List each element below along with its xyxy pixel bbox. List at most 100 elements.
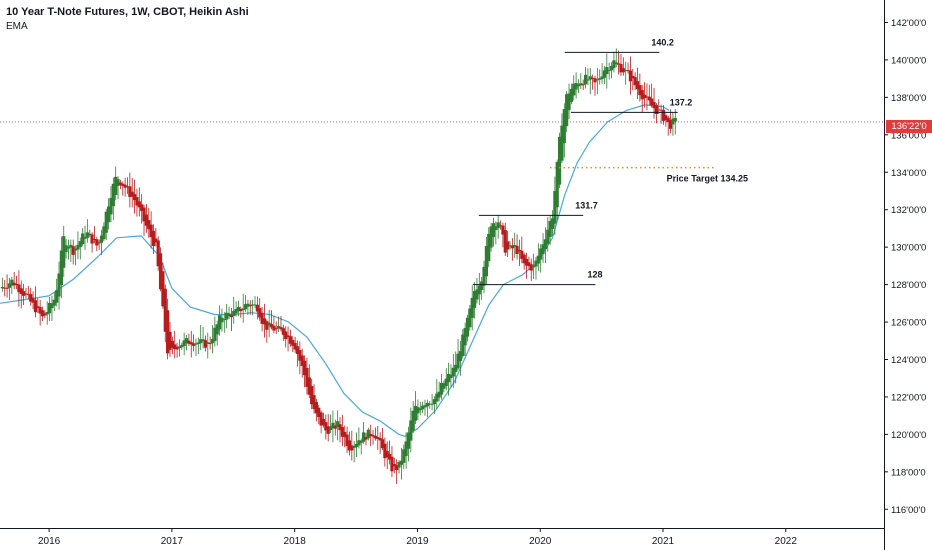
candle xyxy=(593,75,597,96)
candle xyxy=(208,336,212,350)
indicator-label: EMA xyxy=(6,21,28,32)
candle-body xyxy=(182,340,186,347)
candle xyxy=(352,440,356,463)
candle xyxy=(187,333,191,347)
candle-body xyxy=(465,317,470,337)
candle xyxy=(213,316,217,347)
candle xyxy=(338,417,342,443)
candle-body xyxy=(631,75,635,79)
candle xyxy=(243,295,248,312)
candle-body xyxy=(217,315,222,330)
candle xyxy=(595,67,599,95)
candle xyxy=(64,239,68,259)
candle xyxy=(173,330,177,359)
candle-body xyxy=(187,340,191,344)
candle-body xyxy=(461,334,465,357)
candle-body xyxy=(328,426,333,431)
candle xyxy=(253,296,257,309)
candle xyxy=(5,274,9,298)
candle xyxy=(336,410,340,441)
candle xyxy=(310,378,314,410)
candle-body xyxy=(246,303,250,307)
candle xyxy=(177,339,182,357)
candle-body xyxy=(33,300,38,313)
candle-body xyxy=(321,418,326,426)
candle xyxy=(26,286,30,300)
candle xyxy=(435,379,439,409)
candle xyxy=(7,277,12,300)
candle xyxy=(508,241,512,250)
candle-body xyxy=(406,432,411,449)
candle-body xyxy=(50,303,54,309)
candle-body xyxy=(24,293,28,295)
candle xyxy=(534,256,538,280)
candle xyxy=(36,298,40,313)
candle xyxy=(642,82,647,108)
candle xyxy=(447,362,451,396)
candle-body xyxy=(163,288,167,332)
candle xyxy=(76,231,80,260)
candle-body xyxy=(626,70,630,72)
candle-body xyxy=(524,259,529,266)
candle-body xyxy=(421,405,425,410)
candle xyxy=(524,252,529,279)
y-tick-label: 122'00'0 xyxy=(891,392,926,403)
candle-body xyxy=(399,460,403,465)
candle-body xyxy=(102,226,106,240)
candle-body xyxy=(539,248,543,260)
candle xyxy=(57,261,61,310)
candle xyxy=(366,427,370,441)
candle-body xyxy=(121,183,125,186)
candle-body xyxy=(557,136,562,185)
candle-body xyxy=(487,233,491,262)
candle-body xyxy=(177,346,182,349)
candle-body xyxy=(5,287,9,289)
candle xyxy=(598,69,602,85)
candle-body xyxy=(659,109,663,111)
candle-body xyxy=(472,291,477,308)
candles xyxy=(0,48,677,484)
candle-body xyxy=(366,429,370,439)
candle-body xyxy=(274,328,278,330)
current-price-tag: 136'22'0 xyxy=(886,120,932,133)
candle-body xyxy=(269,324,274,328)
candle-body xyxy=(142,207,146,222)
candle-body xyxy=(128,186,132,197)
candle-body xyxy=(576,84,581,87)
candle xyxy=(189,330,193,358)
candle-body xyxy=(642,94,647,99)
candle xyxy=(288,329,293,347)
candle xyxy=(638,73,642,102)
candle-body xyxy=(239,309,243,312)
candle-body xyxy=(491,223,496,237)
candle xyxy=(550,210,555,237)
candle-body xyxy=(38,307,42,314)
candle xyxy=(312,384,316,414)
candle xyxy=(234,301,238,317)
candle-body xyxy=(390,456,394,472)
candle xyxy=(199,324,203,351)
candle xyxy=(170,336,174,355)
candle-body xyxy=(522,254,526,264)
candle-body xyxy=(588,76,592,80)
candle xyxy=(319,410,323,434)
candle xyxy=(529,258,533,281)
candle-body xyxy=(95,239,99,246)
candle-body xyxy=(331,422,335,429)
candle-body xyxy=(645,96,649,98)
candle-body xyxy=(314,402,318,414)
candle xyxy=(295,340,300,367)
candle-body xyxy=(210,339,215,344)
candle xyxy=(158,247,163,292)
candle xyxy=(14,275,19,290)
candle-body xyxy=(439,382,444,395)
candle xyxy=(12,271,16,290)
candle-body xyxy=(428,403,432,405)
candle-body xyxy=(385,450,389,458)
candle-body xyxy=(324,422,328,431)
candle xyxy=(536,243,540,271)
candle xyxy=(121,181,125,196)
candle xyxy=(350,430,354,461)
chart-title: 10 Year T-Note Futures, 1W, CBOT, Heikin… xyxy=(6,6,249,18)
candle xyxy=(217,305,222,336)
